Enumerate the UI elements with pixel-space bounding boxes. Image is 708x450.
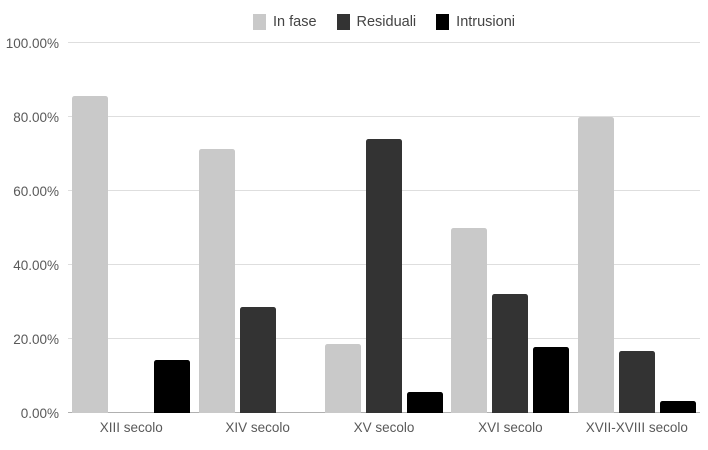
bar-residuali-xvi-secolo xyxy=(492,294,529,413)
gridline-100 xyxy=(68,42,700,43)
bar-group-xiii-secolo xyxy=(68,43,194,413)
bar-intrusioni-xv-secolo xyxy=(407,392,444,413)
y-tick-label: 80.00% xyxy=(13,109,59,125)
chart-legend: In fase Residuali Intrusioni xyxy=(68,11,700,33)
bar-group-xiv-secolo xyxy=(194,43,320,413)
bar-in-fase-xiii-secolo xyxy=(72,95,109,413)
x-category-label: XVII-XVIII secolo xyxy=(585,420,688,435)
x-category-label: XV secolo xyxy=(353,420,415,435)
bar-intrusioni-xvi-secolo xyxy=(533,346,570,413)
bar-group-xv-secolo xyxy=(321,43,447,413)
bar-in-fase-xvii-xviii-secolo xyxy=(577,117,614,413)
legend-swatch-intrusioni xyxy=(436,14,450,30)
bar-intrusioni-xvii-xviii-secolo xyxy=(659,400,696,413)
legend-item-residuali: Residuali xyxy=(336,14,417,30)
x-category-label: XIV secolo xyxy=(225,420,290,435)
plot-area: 0.00% 20.00% 40.00% 60.00% 80.00% 100.00% xyxy=(6,36,700,419)
y-tick-label: 20.00% xyxy=(13,331,59,347)
legend-label: Intrusioni xyxy=(456,14,516,30)
legend-item-intrusioni: Intrusioni xyxy=(436,14,515,30)
legend-item-in-fase: In fase xyxy=(252,14,317,30)
bar-group-xvi-secolo xyxy=(447,43,573,413)
bar-in-fase-xv-secolo xyxy=(325,344,362,413)
bar-in-fase-xvi-secolo xyxy=(451,228,488,413)
y-tick-label: 0.00% xyxy=(20,405,59,421)
legend-label: In fase xyxy=(272,14,317,30)
bar-in-fase-xiv-secolo xyxy=(198,148,235,413)
x-category-label: XIII secolo xyxy=(99,420,163,435)
legend-label: Residuali xyxy=(356,14,417,30)
x-axis-labels: XIII secolo XIV secolo XV secolo XVI secolo… xyxy=(68,420,700,435)
y-tick-label: 100.00% xyxy=(5,35,59,51)
bar-residuali-xiv-secolo xyxy=(239,307,276,413)
legend-swatch-residuali xyxy=(336,14,350,30)
bar-intrusioni-xiii-secolo xyxy=(154,360,191,413)
x-category-label: XVI secolo xyxy=(478,420,543,435)
bar-groups xyxy=(68,43,700,413)
bar-residuali-xv-secolo xyxy=(366,138,403,413)
y-tick-label: 40.00% xyxy=(13,257,59,273)
bar-residuali-xvii-xviii-secolo xyxy=(618,351,655,413)
legend-swatch-in-fase xyxy=(252,14,266,30)
y-tick-label: 60.00% xyxy=(13,183,59,199)
gridline-80 xyxy=(68,116,700,117)
bar-group-xvii-xviii-secolo xyxy=(574,43,700,413)
